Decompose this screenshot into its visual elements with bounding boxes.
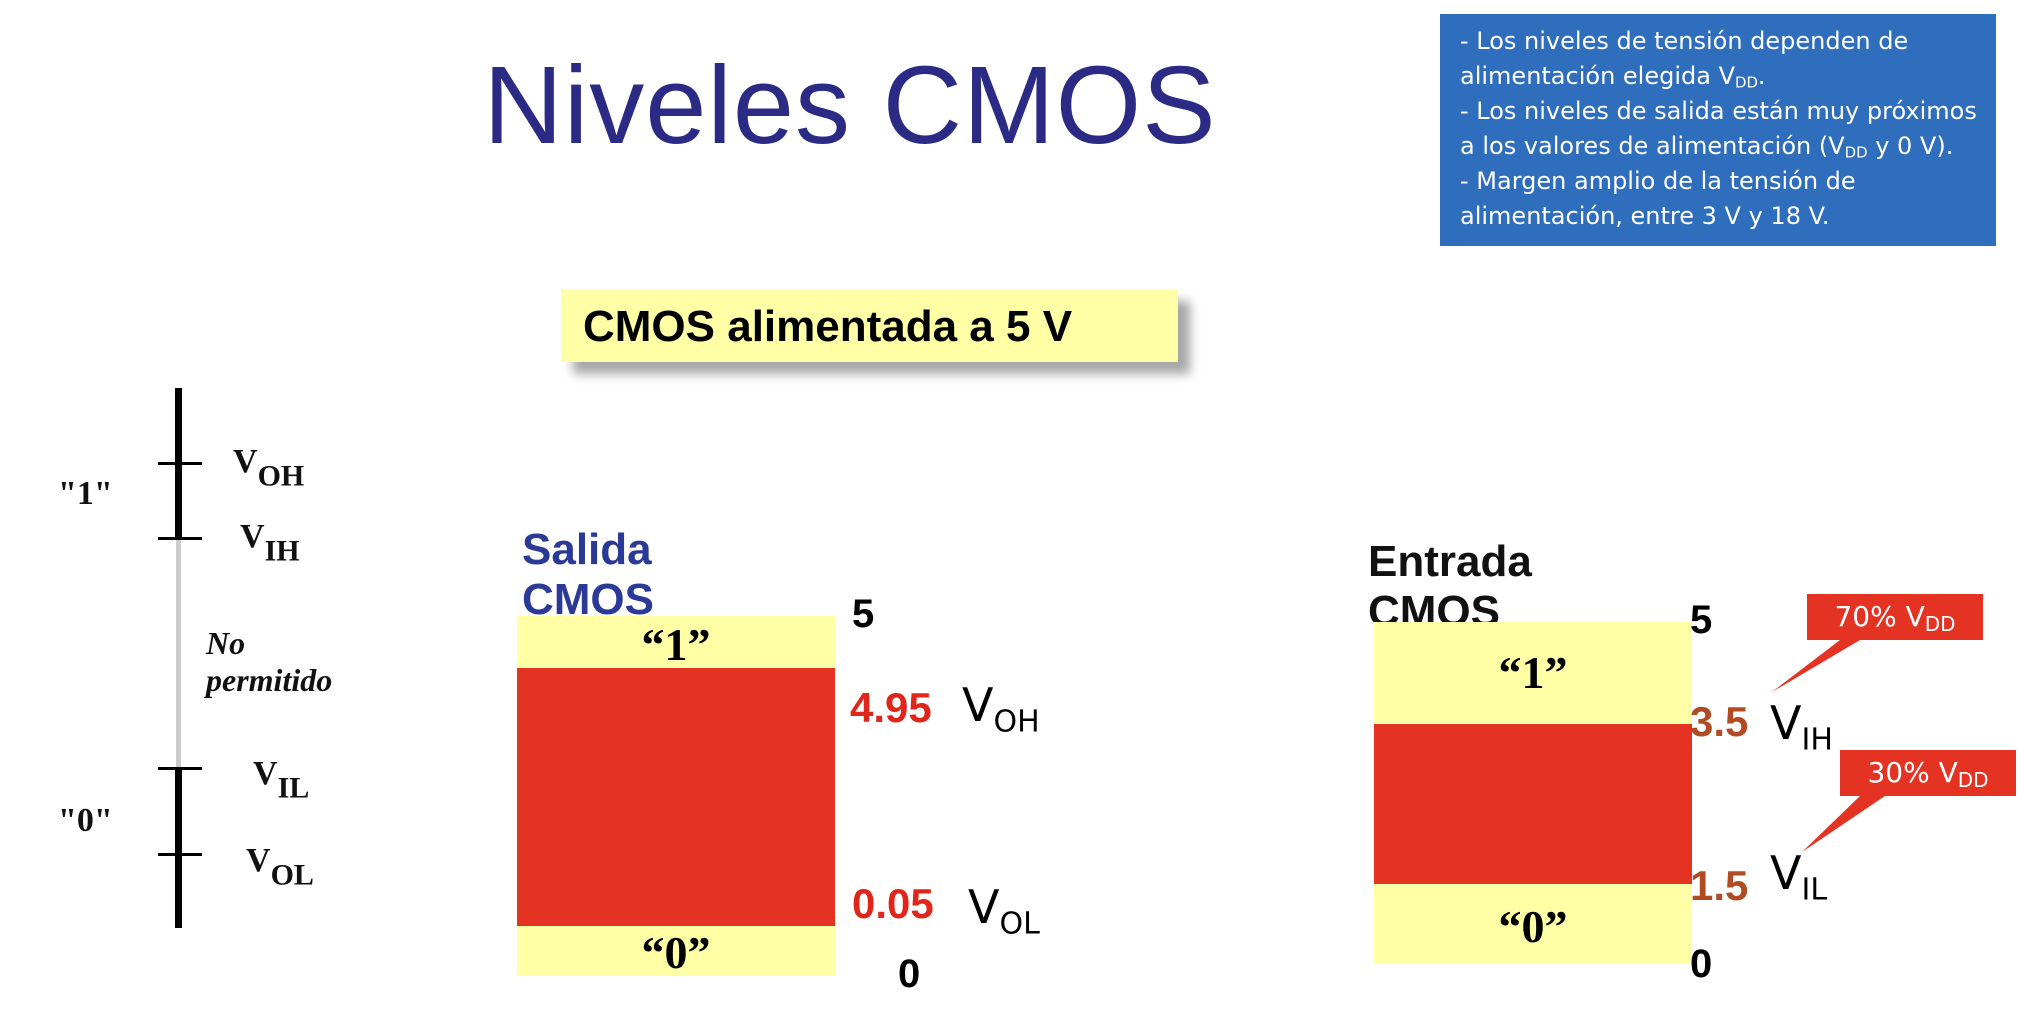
callout-low-pointer	[1802, 796, 1885, 852]
callout-70-percent: 70% VDD	[1807, 594, 1983, 640]
scale-voh-label: VOH	[233, 443, 305, 493]
info-line-2: - Los niveles de salida están muy próxim…	[1460, 97, 1977, 162]
tick-vih	[158, 537, 202, 540]
output-voh-label: VOH	[962, 678, 1040, 740]
supply-banner: CMOS alimentada a 5 V	[561, 289, 1178, 362]
output-forbidden-zone	[517, 668, 835, 926]
input-high-zone	[1374, 622, 1692, 724]
callout-high-pointer	[1772, 640, 1860, 692]
input-bottom-value: 0	[1690, 942, 1713, 986]
input-low-value: 1.5	[1690, 862, 1749, 909]
scale-vih-label: VIH	[240, 518, 300, 568]
scale-zero-label: "0"	[58, 802, 113, 839]
output-high-zone	[517, 616, 835, 668]
input-zero-text: “0”	[1498, 901, 1568, 952]
output-high-value: 4.95	[850, 684, 932, 731]
info-line-3: - Margen amplio de la tensión de aliment…	[1460, 167, 1856, 230]
output-heading: Salida CMOS	[522, 525, 654, 624]
input-high-value: 3.5	[1690, 698, 1749, 745]
scale-forbidden-label: No permitido	[206, 625, 333, 698]
scale-vol-label: VOL	[246, 842, 314, 892]
info-line-1: - Los niveles de tensión dependen de ali…	[1460, 27, 1909, 92]
output-low-zone	[517, 926, 835, 976]
scale-forbidden-bar	[176, 540, 181, 768]
output-zero-text: “0”	[641, 927, 711, 978]
output-one-text: “1”	[641, 619, 711, 670]
output-top-value: 5	[852, 592, 875, 636]
callout-30-percent: 30% VDD	[1840, 750, 2016, 796]
input-low-zone	[1374, 884, 1692, 964]
tick-voh	[158, 462, 202, 465]
scale-vil-label: VIL	[253, 755, 310, 805]
info-box: - Los niveles de tensión dependen de ali…	[1440, 14, 1996, 246]
page-title: Niveles CMOS	[483, 44, 1217, 167]
output-low-value: 0.05	[852, 880, 934, 927]
tick-vol	[158, 853, 202, 856]
input-vih-label: VIH	[1770, 696, 1833, 758]
input-one-text: “1”	[1498, 647, 1568, 698]
input-top-value: 5	[1690, 598, 1713, 642]
output-bottom-value: 0	[898, 952, 921, 996]
scale-bottom-bar	[175, 768, 182, 928]
tick-vil	[158, 767, 202, 770]
input-forbidden-zone	[1374, 724, 1692, 884]
output-vol-label: VOL	[968, 880, 1040, 942]
input-vil-label: VIL	[1770, 846, 1828, 908]
scale-one-label: "1"	[58, 475, 113, 512]
